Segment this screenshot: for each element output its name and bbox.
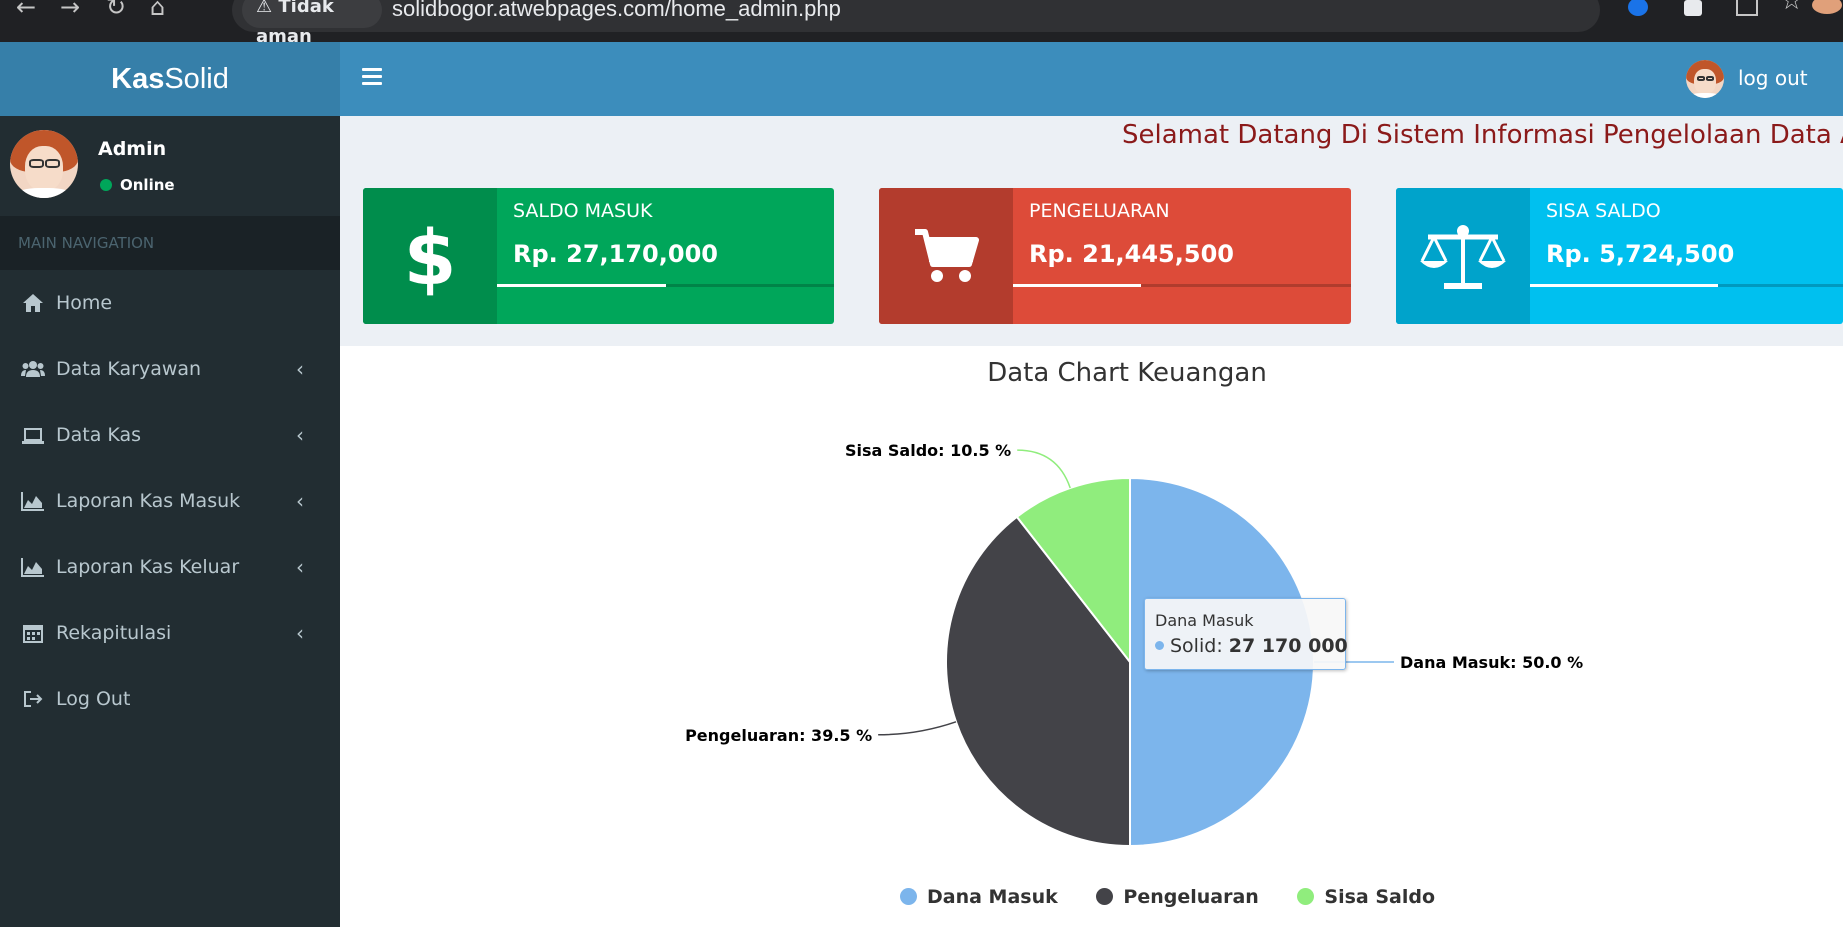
- info-box-value: Rp. 21,445,500: [1029, 240, 1234, 268]
- logo-bold: Kas: [111, 63, 165, 95]
- user-name: Admin: [98, 138, 167, 160]
- cart-icon: [879, 188, 1013, 324]
- info-box-label: SISA SALDO: [1546, 200, 1661, 222]
- chevron-left-icon: ‹: [296, 489, 304, 513]
- chart-title: Data Chart Keuangan: [987, 358, 1267, 388]
- sidebar-item-rekapitulasi[interactable]: Rekapitulasi ‹: [0, 600, 340, 666]
- info-box-pengeluaran: PENGELUARAN Rp. 21,445,500: [879, 188, 1351, 324]
- sidebar-item-laporan-kas-keluar[interactable]: Laporan Kas Keluar ‹: [0, 534, 340, 600]
- pie-data-label: Dana Masuk: 50.0 %: [1400, 653, 1583, 672]
- sidebar-item-home[interactable]: Home: [0, 270, 340, 336]
- extension-check-icon[interactable]: [1628, 0, 1648, 16]
- legend-item-pengeluaran[interactable]: Pengeluaran: [1096, 886, 1259, 908]
- welcome-text: Selamat Datang Di Sistem Informasi Penge…: [1122, 120, 1843, 150]
- pie-data-label: Sisa Saldo: 10.5 %: [845, 441, 1011, 460]
- progress-fill: [1013, 284, 1142, 287]
- chart-tooltip: Dana Masuk Solid: 27 170 000: [1144, 598, 1348, 670]
- extensions-puzzle-icon[interactable]: [1736, 0, 1758, 16]
- logo-regular: Solid: [164, 63, 229, 95]
- tooltip-body: Solid: 27 170 000: [1155, 635, 1348, 657]
- info-box-sisa-saldo: SISA SALDO Rp. 5,724,500: [1396, 188, 1843, 324]
- chevron-left-icon: ‹: [296, 621, 304, 645]
- chevron-left-icon: ‹: [296, 555, 304, 579]
- sidebar-item-data-karyawan[interactable]: Data Karyawan ‹: [0, 336, 340, 402]
- app-logo[interactable]: KasSolid: [0, 42, 340, 116]
- balance-scale-icon: [1396, 188, 1530, 324]
- user-status: Online: [100, 176, 175, 194]
- reload-icon[interactable]: ↻: [106, 0, 127, 21]
- chart-legend: Dana Masuk Pengeluaran Sisa Saldo: [900, 886, 1467, 910]
- area-chart-icon: [20, 534, 46, 600]
- pie-chart: Dana Masuk: 50.0 % Pengeluaran: 39.5 % Sis…: [685, 441, 1583, 848]
- legend-item-dana-masuk[interactable]: Dana Masuk: [900, 886, 1058, 908]
- user-avatar-small[interactable]: [1686, 60, 1724, 98]
- progress-bar: [1530, 284, 1843, 287]
- users-icon: [20, 336, 46, 402]
- progress-bar: [1013, 284, 1351, 287]
- forward-icon[interactable]: →: [60, 0, 81, 21]
- back-icon[interactable]: ←: [16, 0, 37, 21]
- tooltip-header: Dana Masuk: [1155, 611, 1254, 630]
- sidebar-menu: Home Data Karyawan ‹ Data Kas ‹ Laporan …: [0, 270, 340, 732]
- top-navbar: log out: [340, 42, 1843, 116]
- address-bar[interactable]: ⚠ Tidak aman solidbogor.atwebpages.com/h…: [232, 0, 1803, 47]
- progress-bar: [497, 284, 834, 287]
- profile-avatar-icon[interactable]: [1812, 0, 1842, 14]
- nav-header: MAIN NAVIGATION: [0, 216, 340, 270]
- pie-connector: [878, 721, 957, 736]
- url-text[interactable]: solidbogor.atwebpages.com/home_admin.php: [392, 0, 841, 21]
- info-box-value: Rp. 5,724,500: [1546, 240, 1735, 268]
- info-box-label: SALDO MASUK: [513, 200, 653, 222]
- tooltip-series: Solid: [1170, 635, 1217, 657]
- pie-data-label: Pengeluaran: 39.5 %: [685, 726, 872, 745]
- info-box-label: PENGELUARAN: [1029, 200, 1170, 222]
- security-indicator[interactable]: ⚠ Tidak aman: [242, 0, 382, 47]
- tooltip-marker: [1155, 641, 1164, 650]
- avatar: [10, 130, 78, 198]
- legend-marker: [1297, 888, 1315, 905]
- laptop-icon: [20, 402, 46, 468]
- progress-fill: [497, 284, 666, 287]
- pie-slice-sisa-saldo[interactable]: [1015, 476, 1131, 665]
- info-box-saldo-masuk: $ SALDO MASUK Rp. 27,170,000: [363, 188, 834, 324]
- legend-marker: [900, 888, 917, 905]
- chevron-left-icon: ‹: [296, 423, 304, 447]
- sign-out-icon: [20, 666, 46, 732]
- chart-panel: Dana Masuk: 50.0 % Pengeluaran: 39.5 % Sis…: [340, 346, 1843, 927]
- browser-toolbar: ← → ↻ ⌂ ⚠ Tidak aman solidbogor.atwebpag…: [0, 0, 1843, 47]
- calendar-icon: [20, 600, 46, 666]
- pie-connector: [1017, 449, 1071, 489]
- progress-fill: [1530, 284, 1718, 287]
- sidebar: Admin Online MAIN NAVIGATION Home Data K…: [0, 116, 340, 927]
- sidebar-item-log-out[interactable]: Log Out: [0, 666, 340, 732]
- sidebar-toggle-icon[interactable]: [362, 68, 382, 86]
- info-box-value: Rp. 27,170,000: [513, 240, 718, 268]
- sidebar-item-laporan-kas-masuk[interactable]: Laporan Kas Masuk ‹: [0, 468, 340, 534]
- extension-doc-icon[interactable]: [1684, 0, 1702, 16]
- chevron-left-icon: ‹: [296, 357, 304, 381]
- online-status-icon: [100, 179, 112, 191]
- sidebar-item-data-kas[interactable]: Data Kas ‹: [0, 402, 340, 468]
- legend-item-sisa-saldo[interactable]: Sisa Saldo: [1297, 886, 1435, 908]
- area-chart-icon: [20, 468, 46, 534]
- logout-link[interactable]: log out: [1738, 66, 1808, 90]
- svg-text:$: $: [405, 216, 455, 296]
- legend-marker: [1096, 888, 1114, 905]
- bookmark-star-icon[interactable]: ☆: [1780, 0, 1804, 16]
- home-browser-icon[interactable]: ⌂: [150, 0, 166, 21]
- dollar-icon: $: [363, 188, 497, 324]
- user-panel: Admin Online: [0, 116, 340, 216]
- tooltip-value: 27 170 000: [1228, 635, 1348, 657]
- home-icon: [20, 270, 46, 336]
- pie-slice-pengeluaran[interactable]: [945, 515, 1131, 848]
